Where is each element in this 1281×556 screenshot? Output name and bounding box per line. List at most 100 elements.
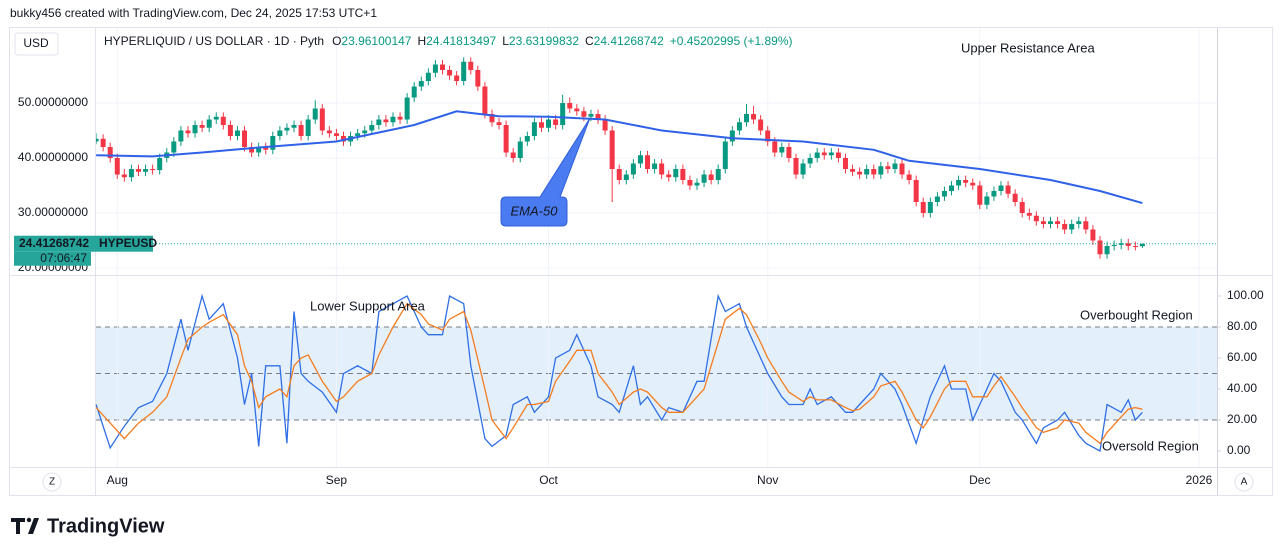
candle-body bbox=[171, 141, 177, 153]
x-tick-label: 2026 bbox=[1186, 473, 1213, 487]
y-tick-label: 0.00 bbox=[1227, 443, 1251, 457]
last-price-label: 24.41268742 bbox=[19, 236, 89, 250]
candle-body bbox=[355, 133, 361, 137]
candle-body bbox=[1083, 221, 1089, 230]
candle-body bbox=[701, 174, 707, 183]
legend-value: 23.63199832 bbox=[509, 34, 579, 48]
candle-body bbox=[934, 196, 940, 202]
auto-scale-label: A bbox=[1241, 477, 1248, 488]
annotation: Overbought Region bbox=[1080, 307, 1193, 322]
candle-body bbox=[96, 138, 99, 142]
legend-key: C bbox=[585, 34, 594, 48]
candle-body bbox=[404, 97, 410, 120]
candle-body bbox=[121, 174, 127, 178]
zoom-button[interactable] bbox=[42, 472, 62, 492]
y-tick-label: 80.00 bbox=[1227, 319, 1257, 333]
x-tick-label: Dec bbox=[969, 473, 990, 487]
candle-body bbox=[1118, 243, 1124, 245]
candle-body bbox=[970, 182, 976, 186]
candle-body bbox=[637, 155, 643, 164]
candle-body bbox=[623, 174, 629, 180]
candle-body bbox=[100, 138, 106, 148]
marks-layer: Upper Resistance Area EMA-50 Lower Support… bbox=[95, 40, 1217, 453]
y-tick-label: 40.00 bbox=[1227, 381, 1257, 395]
candle-body bbox=[864, 168, 870, 175]
candle-body bbox=[581, 111, 587, 117]
candle-body bbox=[956, 179, 962, 186]
currency-button[interactable] bbox=[14, 32, 59, 56]
stochastic-line bbox=[95, 302, 1143, 445]
candle-body bbox=[185, 130, 191, 134]
candle-body bbox=[333, 133, 339, 137]
header: bukky456 created with TradingView.com, D… bbox=[10, 6, 377, 20]
y-tick-label: 100.00 bbox=[1227, 288, 1264, 302]
candle-body bbox=[807, 158, 813, 164]
candle-body bbox=[1033, 215, 1039, 222]
candle-body bbox=[835, 152, 841, 159]
candle-body bbox=[708, 174, 714, 180]
candle-body bbox=[941, 190, 947, 197]
candle-body bbox=[1132, 245, 1138, 247]
candle-body bbox=[305, 119, 311, 137]
candle-body bbox=[411, 86, 417, 98]
candle-body bbox=[1097, 240, 1103, 255]
candle-body bbox=[1012, 193, 1018, 202]
legend-value: 24.41813497 bbox=[426, 34, 496, 48]
candle-body bbox=[482, 86, 488, 115]
candle-body bbox=[510, 152, 516, 159]
stochastic-line bbox=[95, 293, 1143, 453]
candle-body bbox=[595, 114, 601, 120]
candle-body bbox=[828, 152, 834, 156]
candle-body bbox=[439, 64, 445, 71]
candle-body bbox=[1005, 185, 1011, 194]
candle-body bbox=[680, 168, 686, 180]
candle-body bbox=[779, 147, 785, 153]
candle-body bbox=[963, 179, 969, 183]
candle-body bbox=[927, 201, 933, 213]
x-tick-label: Sep bbox=[326, 473, 348, 487]
annotation: Upper Resistance Area bbox=[961, 40, 1095, 55]
candle-body bbox=[842, 158, 848, 169]
candle-body bbox=[659, 163, 665, 175]
candle-body bbox=[157, 158, 163, 171]
candle-body bbox=[517, 141, 523, 159]
candle-body bbox=[758, 119, 764, 131]
candle-body bbox=[765, 130, 771, 142]
candle-body bbox=[949, 185, 955, 191]
candle-body bbox=[645, 155, 651, 169]
candle-body bbox=[298, 125, 304, 137]
callout bbox=[500, 117, 591, 227]
annotation: Oversold Region bbox=[1102, 438, 1199, 453]
candle-body bbox=[1104, 245, 1110, 255]
logo-mark bbox=[11, 518, 39, 534]
candle-body bbox=[800, 163, 806, 175]
candle-body bbox=[390, 116, 396, 123]
candle-body bbox=[998, 185, 1004, 191]
candle-body bbox=[694, 182, 700, 186]
candle-body bbox=[397, 116, 403, 120]
frame bbox=[9, 27, 1273, 496]
candle-body bbox=[885, 166, 891, 169]
candle-body bbox=[772, 141, 778, 153]
candle-body bbox=[376, 119, 382, 126]
candle-body bbox=[687, 179, 693, 186]
candle-body bbox=[312, 108, 318, 120]
candle-body bbox=[736, 122, 742, 131]
candle-body bbox=[538, 122, 544, 128]
candle-body bbox=[461, 61, 467, 82]
countdown-label: 07:06:47 bbox=[40, 251, 87, 265]
footer-logo: TradingView bbox=[11, 515, 165, 537]
y-tick-label: 50.00000000 bbox=[18, 95, 88, 109]
candle-body bbox=[1040, 221, 1046, 224]
candle-body bbox=[567, 103, 573, 109]
candle-body bbox=[906, 174, 912, 180]
candle-body bbox=[1111, 244, 1117, 246]
candle-body bbox=[114, 158, 120, 175]
footer-brand: TradingView bbox=[47, 515, 165, 537]
x-tick-label: Oct bbox=[539, 473, 558, 487]
auto-scale-button[interactable] bbox=[1234, 472, 1254, 492]
legend-value: 24.41268742 bbox=[594, 34, 664, 48]
